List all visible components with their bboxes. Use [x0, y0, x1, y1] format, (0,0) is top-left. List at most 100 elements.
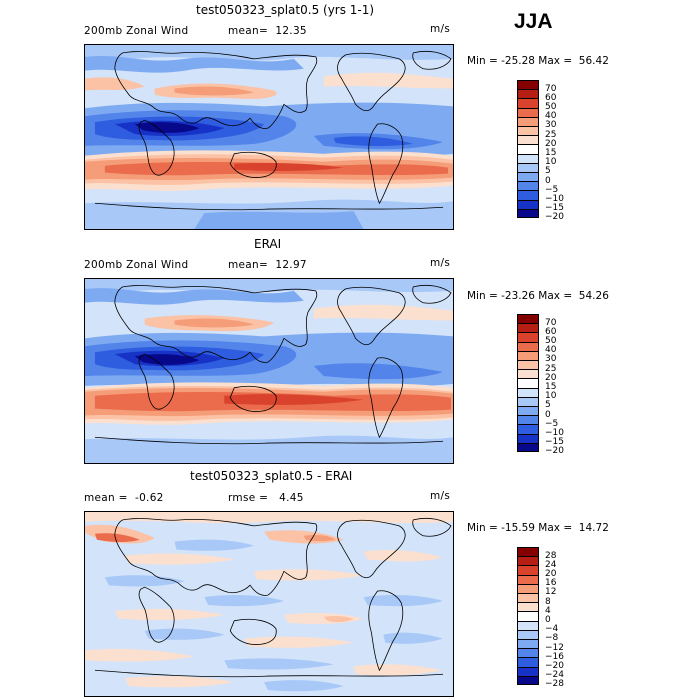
colorbar-swatch [517, 135, 539, 145]
colorbar-label: −20 [545, 661, 564, 671]
colorbar-label: 15 [545, 148, 557, 158]
panel-mean-model: mean= 12.35 [228, 25, 307, 37]
colorbar-swatch [517, 144, 539, 154]
zonal-wind-diff-map [84, 511, 454, 697]
panel-title-obs: ERAI [254, 237, 282, 251]
colorbar-swatch [517, 574, 539, 584]
colorbar-label: −5 [545, 184, 559, 195]
colorbar-label: 20 [545, 569, 557, 579]
colorbar-label: −20 [545, 446, 564, 457]
colorbar-swatch [517, 629, 539, 639]
panel-field-label-model: 200mb Zonal Wind [84, 25, 189, 37]
colorbar-label: 60 [545, 326, 557, 337]
colorbar-label: −5 [545, 418, 559, 429]
colorbar-swatch [517, 666, 539, 676]
colorbar-swatch [517, 442, 539, 452]
colorbar-swatch [517, 162, 539, 172]
panel-minmax-obs: Min = -23.26 Max = 54.26 [467, 290, 609, 302]
colorbar-swatch [517, 190, 539, 200]
panel-title-diff: test050323_splat0.5 - ERAI [190, 469, 353, 483]
colorbar-swatch [517, 181, 539, 191]
colorbar-label: 70 [545, 317, 557, 328]
colorbar-swatch [517, 675, 539, 685]
colorbar-label: 25 [545, 129, 557, 140]
colorbar-label: −8 [545, 633, 559, 644]
colorbar-swatch [517, 611, 539, 621]
colorbar-label: 25 [545, 363, 557, 374]
colorbar-swatch [517, 98, 539, 108]
colorbar-swatch [517, 341, 539, 351]
colorbar-swatch [517, 396, 539, 406]
colorbar-swatch [517, 332, 539, 342]
colorbar-swatch [517, 415, 539, 425]
colorbar-swatch [517, 323, 539, 333]
colorbar-label: −4 [545, 624, 559, 635]
colorbar-label: 24 [545, 559, 557, 570]
panel-units-model: m/s [430, 23, 451, 35]
colorbar-swatch [517, 360, 539, 370]
colorbar-label: −28 [545, 679, 564, 690]
colorbar-swatch [517, 424, 539, 434]
colorbar-label: −10 [545, 194, 564, 204]
colorbar-frame [517, 547, 539, 685]
colorbar-swatch [517, 657, 539, 667]
panel-units-obs: m/s [430, 257, 451, 269]
panel-field-label-obs: 200mb Zonal Wind [84, 259, 189, 271]
colorbar-label: 28 [545, 550, 557, 561]
colorbar-swatch [517, 369, 539, 379]
colorbar-swatch [517, 89, 539, 99]
colorbar-frame [517, 80, 539, 218]
colorbar-swatch [517, 350, 539, 360]
panel-title-model: test050323_splat0.5 (yrs 1-1) [196, 3, 375, 17]
colorbar-label: −15 [545, 203, 564, 214]
colorbar-label: −12 [545, 642, 564, 653]
colorbar-label: 70 [545, 83, 557, 94]
panel-minmax-model: Min = -25.28 Max = 56.42 [467, 55, 609, 67]
colorbar-swatch [517, 107, 539, 117]
colorbar-label: −16 [545, 651, 564, 662]
colorbar-label: 40 [545, 345, 557, 356]
colorbar-label: 0 [545, 615, 551, 625]
colorbar-label: 15 [545, 382, 557, 392]
colorbar-label: 20 [545, 138, 557, 149]
season-label: JJA [514, 10, 553, 33]
colorbar-swatch [517, 565, 539, 575]
colorbar-label: 0 [545, 175, 551, 186]
colorbar-frame [517, 314, 539, 452]
map-svg-model [85, 45, 453, 229]
colorbar-label: −20 [545, 212, 564, 223]
zonal-wind-map-obs [84, 278, 454, 464]
colorbar-label: 8 [545, 596, 551, 607]
colorbar-swatch [517, 172, 539, 182]
colorbar-swatch [517, 556, 539, 566]
colorbar-swatch [517, 126, 539, 136]
colorbar-label: −10 [545, 428, 564, 438]
colorbar-swatch [517, 583, 539, 593]
colorbar-label: 5 [545, 400, 551, 411]
colorbar-swatch [517, 593, 539, 603]
panel-units-diff: m/s [430, 490, 451, 502]
colorbar-label: 16 [545, 578, 557, 589]
colorbar-swatch [517, 378, 539, 388]
colorbar-swatch [517, 620, 539, 630]
colorbar-label: 30 [545, 120, 557, 131]
colorbar-swatch [517, 116, 539, 126]
colorbar-label: −24 [545, 670, 564, 681]
colorbar-swatch [517, 387, 539, 397]
colorbar-label: 20 [545, 372, 557, 383]
colorbar-label: 12 [545, 587, 557, 598]
colorbar-label: 50 [545, 102, 557, 112]
colorbar-swatch [517, 639, 539, 649]
colorbar-swatch [517, 199, 539, 209]
panel-minmax-diff: Min = -15.59 Max = 14.72 [467, 522, 609, 534]
colorbar-swatch [517, 648, 539, 658]
map-svg-obs [85, 279, 453, 463]
colorbar-label: 4 [545, 605, 551, 616]
panel-mean-obs: mean= 12.97 [228, 259, 307, 271]
colorbar-label: 10 [545, 157, 557, 168]
panel-rmse-diff: rmse = 4.45 [228, 492, 304, 504]
zonal-wind-map-model [84, 44, 454, 230]
panel-mean-diff: mean = -0.62 [84, 492, 164, 504]
colorbar-swatch [517, 153, 539, 163]
colorbar-label: 0 [545, 409, 551, 420]
